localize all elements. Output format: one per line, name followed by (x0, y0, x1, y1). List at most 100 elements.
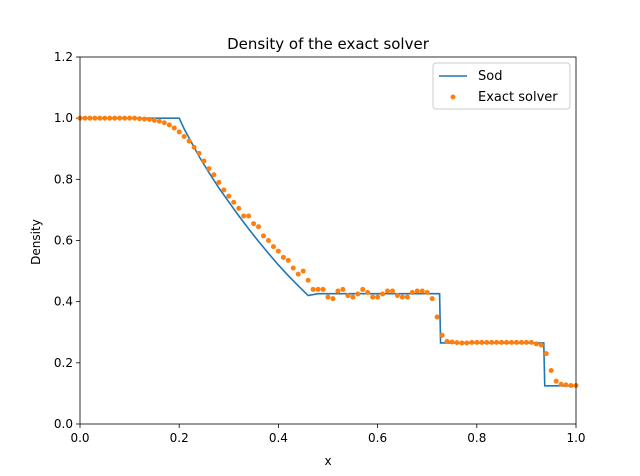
y-axis-label: Density (29, 219, 43, 265)
data-point-exact-solver (315, 286, 321, 292)
y-tick-label: 0.6 (54, 234, 73, 248)
y-tick-label: 1.2 (54, 50, 73, 64)
data-point-exact-solver (251, 221, 257, 227)
data-point-exact-solver (429, 296, 435, 302)
data-point-exact-solver (509, 339, 515, 345)
data-point-exact-solver (241, 213, 247, 219)
data-point-exact-solver (280, 254, 286, 260)
data-point-exact-solver (305, 277, 311, 283)
data-point-exact-solver (484, 339, 490, 345)
data-point-exact-solver (389, 288, 395, 294)
data-point-exact-solver (127, 115, 133, 121)
data-point-exact-solver (191, 144, 197, 150)
x-axis-label: x (324, 454, 331, 468)
data-point-exact-solver (186, 138, 192, 144)
data-point-exact-solver (221, 187, 227, 193)
data-point-exact-solver (300, 268, 306, 274)
data-point-exact-solver (295, 271, 301, 277)
data-point-exact-solver (146, 116, 152, 122)
data-point-exact-solver (419, 288, 425, 294)
data-point-exact-solver (290, 265, 296, 271)
data-point-exact-solver (270, 244, 276, 250)
data-point-exact-solver (216, 179, 222, 185)
data-point-exact-solver (82, 115, 88, 121)
data-point-exact-solver (568, 382, 574, 388)
data-point-exact-solver (380, 291, 386, 297)
data-point-exact-solver (236, 205, 242, 211)
data-point-exact-solver (375, 294, 381, 300)
data-point-exact-solver (97, 115, 103, 121)
data-point-exact-solver (137, 116, 143, 122)
data-point-exact-solver (340, 286, 346, 292)
data-point-exact-solver (156, 118, 162, 124)
data-point-exact-solver (246, 213, 252, 219)
legend-label: Exact solver (478, 90, 558, 105)
legend: Sod Exact solver (432, 62, 571, 110)
data-point-exact-solver (449, 339, 455, 345)
data-point-exact-solver (548, 367, 554, 373)
data-point-exact-solver (132, 115, 138, 121)
data-point-exact-solver (211, 172, 217, 178)
data-point-exact-solver (454, 340, 460, 346)
data-point-exact-solver (325, 294, 331, 300)
data-point-exact-solver (394, 293, 400, 299)
data-point-exact-solver (87, 115, 93, 121)
y-tick-label: 0.2 (54, 356, 73, 370)
data-point-exact-solver (206, 166, 212, 172)
x-tick-label: 0.2 (170, 431, 189, 445)
data-point-exact-solver (360, 286, 366, 292)
data-point-exact-solver (256, 224, 262, 230)
data-point-exact-solver (424, 289, 430, 295)
data-point-exact-solver (345, 293, 351, 299)
data-point-exact-solver (434, 314, 440, 320)
data-point-exact-solver (166, 122, 172, 128)
data-point-exact-solver (385, 288, 391, 294)
chart-title: Density of the exact solver (227, 35, 430, 53)
data-point-exact-solver (117, 115, 123, 121)
y-tick-label: 0.4 (54, 295, 73, 309)
data-point-exact-solver (231, 199, 237, 205)
data-point-exact-solver (409, 289, 415, 295)
plot-area: 0.0 0.2 0.4 0.6 0.8 1.0 0.0 0.2 0.4 0.6 0.8 1.0 1.2 (54, 50, 586, 445)
data-point-exact-solver (141, 116, 147, 122)
data-point-exact-solver (489, 339, 495, 345)
data-point-exact-solver (171, 125, 177, 131)
data-point-exact-solver (330, 296, 336, 302)
data-point-exact-solver (310, 286, 316, 292)
x-tick-label: 0.0 (70, 431, 89, 445)
data-point-exact-solver (176, 129, 182, 135)
data-point-exact-solver (102, 115, 108, 121)
data-point-exact-solver (92, 115, 98, 121)
x-tick-label: 1.0 (566, 431, 585, 445)
data-point-exact-solver (370, 294, 376, 300)
data-point-exact-solver (151, 117, 157, 123)
data-point-exact-solver (533, 341, 539, 347)
data-point-exact-solver (469, 339, 475, 345)
x-tick-label: 0.8 (467, 431, 486, 445)
data-point-exact-solver (464, 340, 470, 346)
data-point-exact-solver (404, 294, 410, 300)
data-point-exact-solver (439, 332, 445, 338)
data-point-exact-solver (355, 291, 361, 297)
data-point-exact-solver (285, 257, 291, 263)
data-point-exact-solver (399, 294, 405, 300)
data-point-exact-solver (504, 339, 510, 345)
legend-swatch-exact-solver (450, 94, 456, 100)
x-tick-label: 0.6 (368, 431, 387, 445)
data-point-exact-solver (538, 342, 544, 348)
data-point-exact-solver (275, 248, 281, 254)
data-point-exact-solver (499, 339, 505, 345)
data-point-exact-solver (196, 150, 202, 156)
legend-box (432, 62, 571, 110)
legend-label: Sod (478, 69, 502, 84)
data-point-exact-solver (444, 338, 450, 344)
data-point-exact-solver (201, 158, 207, 164)
data-point-exact-solver (265, 238, 271, 243)
data-point-exact-solver (518, 339, 524, 345)
data-point-exact-solver (335, 288, 341, 294)
y-tick-label: 0.8 (54, 172, 73, 186)
data-point-exact-solver (513, 339, 519, 345)
data-point-exact-solver (459, 340, 465, 346)
data-point-exact-solver (226, 193, 232, 199)
